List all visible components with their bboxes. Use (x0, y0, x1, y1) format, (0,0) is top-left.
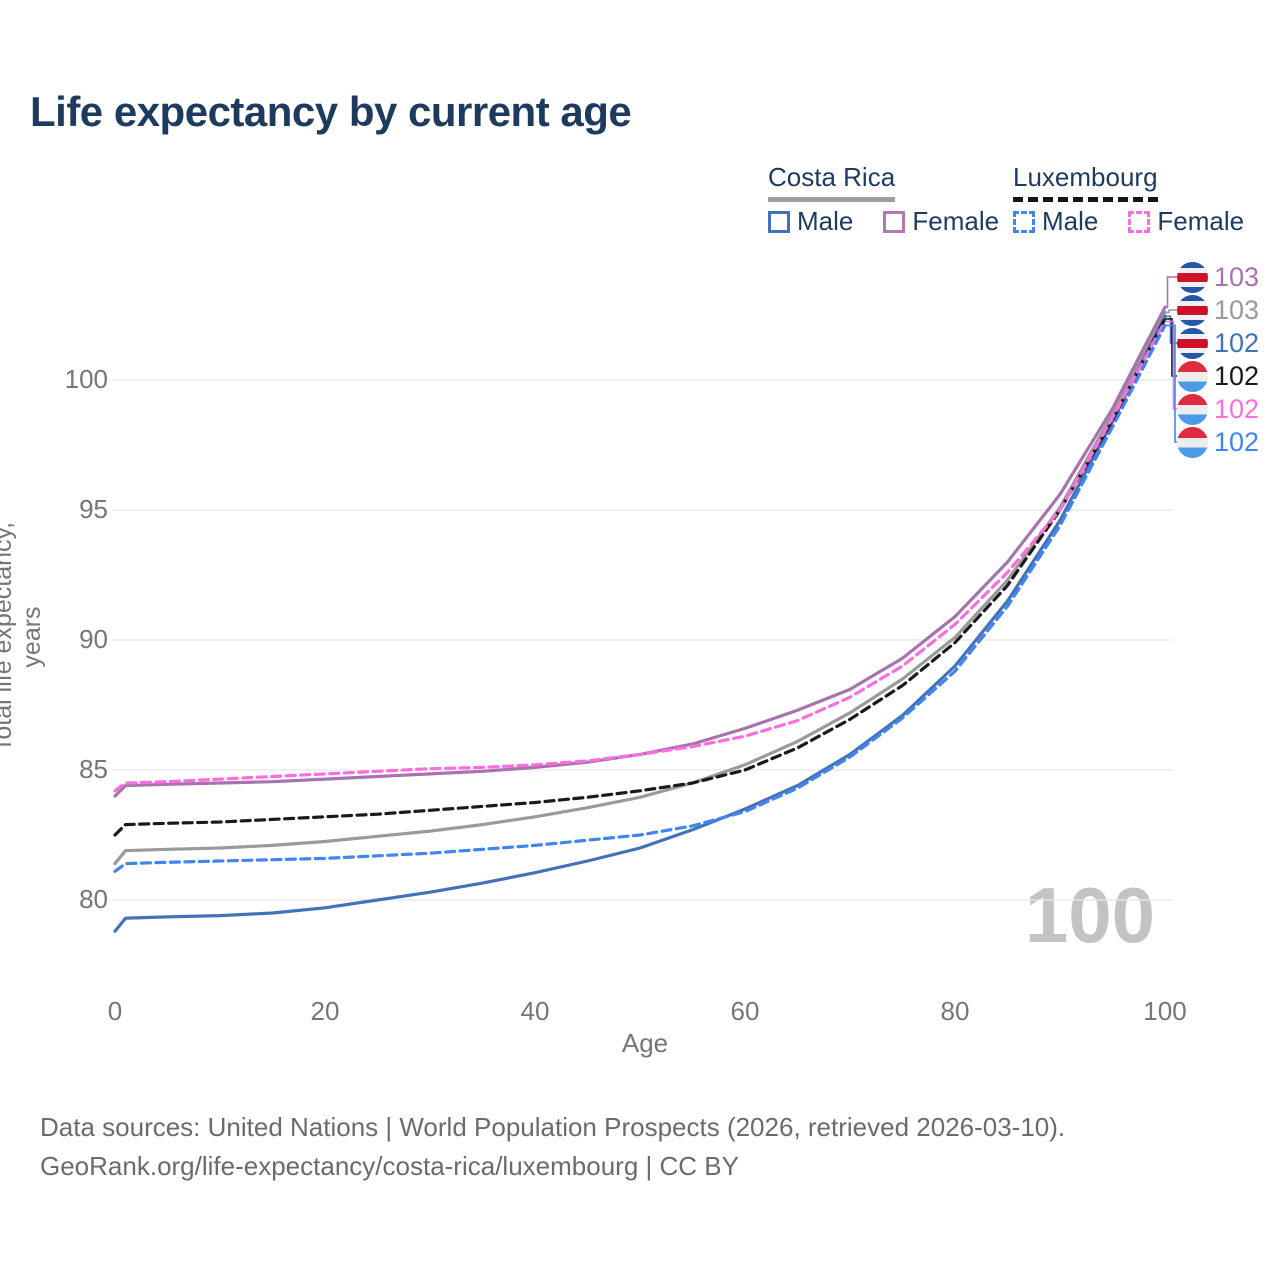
costa-rica-female-swatch-icon (883, 210, 906, 233)
legend-items-costa-rica: Male Female (768, 206, 1021, 237)
legend-group-luxembourg-header: Luxembourg (1013, 162, 1158, 202)
series-line-luxembourg-female[interactable] (113, 319, 1167, 793)
legend-item-label: Female (912, 206, 1000, 236)
x-tick-80: 80 (940, 996, 970, 1026)
end-value-costa-rica-male: 102 (1214, 328, 1260, 358)
y-tick-85: 85 (79, 754, 108, 784)
legend-items-luxembourg: Male Female (1013, 206, 1266, 237)
luxembourg-flag-icon (1177, 361, 1208, 392)
costa-rica-flag-icon (1177, 262, 1208, 293)
end-label-row-luxembourg-total: 102 (1177, 360, 1259, 393)
page-title: Life expectancy by current age (30, 88, 632, 135)
end-label-row-costa-rica-female: 103 (1177, 261, 1259, 294)
costa-rica-flag-icon (1177, 328, 1208, 359)
legend-item-label: Male (1042, 206, 1099, 236)
end-value-luxembourg-total: 102 (1214, 361, 1260, 391)
x-tick-20: 20 (310, 996, 340, 1026)
leader-line-luxembourg-male (1165, 324, 1177, 443)
luxembourg-female-swatch-icon (1128, 210, 1151, 233)
costa-rica-male-swatch-icon (768, 210, 790, 233)
costa-rica-flag-icon (1177, 295, 1208, 326)
footer-attribution: GeoRank.org/life-expectancy/costa-rica/l… (40, 1151, 739, 1181)
x-tick-60: 60 (730, 996, 760, 1026)
y-tick-90: 90 (79, 624, 108, 654)
y-tick-95: 95 (79, 494, 108, 524)
end-label-row-costa-rica-male: 102 (1177, 327, 1259, 360)
legend-luxembourg-label: Luxembourg (1013, 162, 1158, 202)
y-tick-80: 80 (79, 884, 108, 914)
end-label-row-luxembourg-male: 102 (1177, 426, 1259, 459)
legend-item-costa-rica-female[interactable]: Female (883, 206, 999, 237)
leader-line-costa-rica-female (1165, 276, 1177, 308)
footer: Data sources: United Nations | World Pop… (40, 1108, 1065, 1186)
luxembourg-flag-icon (1177, 427, 1208, 458)
x-axis-title: Age (621, 1028, 669, 1058)
footer-sources: Data sources: United Nations | World Pop… (40, 1112, 1066, 1142)
series-line-luxembourg-total[interactable] (113, 317, 1167, 837)
x-tick-100: 100 (1143, 996, 1187, 1026)
legend-group-costa-rica-header: Costa Rica (768, 162, 896, 202)
luxembourg-flag-icon (1177, 394, 1208, 425)
legend-item-luxembourg-male[interactable]: Male (1013, 206, 1098, 237)
x-tick-0: 0 (107, 996, 123, 1026)
legend-item-label: Female (1157, 206, 1245, 236)
y-tick-100: 100 (64, 364, 108, 394)
legend-item-costa-rica-male[interactable]: Male (768, 206, 853, 237)
series-line-costa-rica-total[interactable] (113, 310, 1167, 866)
x-tick-40: 40 (520, 996, 550, 1026)
leader-line-costa-rica-total (1165, 309, 1177, 314)
end-value-costa-rica-total: 103 (1214, 295, 1260, 325)
end-value-costa-rica-female: 103 (1214, 262, 1260, 292)
end-label-row-costa-rica-total: 103 (1177, 294, 1259, 327)
series-line-luxembourg-male[interactable] (113, 323, 1167, 874)
end-value-luxembourg-male: 102 (1214, 427, 1260, 457)
luxembourg-male-swatch-icon (1013, 210, 1035, 233)
age-watermark: 100 (1024, 871, 1156, 959)
end-value-luxembourg-female: 102 (1214, 394, 1260, 424)
legend-item-label: Male (797, 206, 854, 236)
end-label-row-luxembourg-female: 102 (1177, 393, 1259, 426)
series-line-costa-rica-male[interactable] (113, 314, 1167, 933)
legend-item-luxembourg-female[interactable]: Female (1128, 206, 1244, 237)
legend-costa-rica-label: Costa Rica (768, 162, 896, 202)
